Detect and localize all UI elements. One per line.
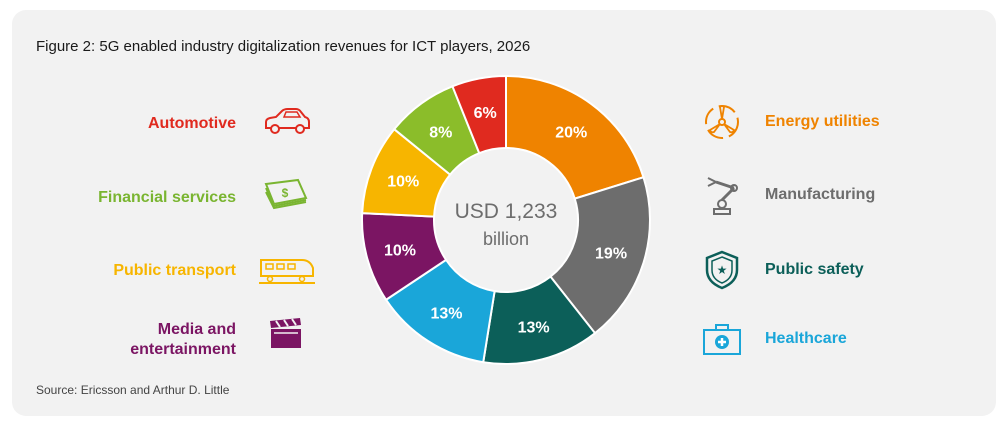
donut-slice-automotive	[451, 74, 507, 155]
slice-value-label: 13%	[518, 319, 550, 336]
slice-value-label: 10%	[384, 242, 416, 259]
wind-turbine-icon	[705, 105, 739, 139]
label-healthcare: Healthcare	[765, 330, 847, 347]
slice-value-label: 20%	[555, 124, 587, 141]
source-note: Source: Ericsson and Arthur D. Little	[36, 383, 230, 397]
label-public-safety: Public safety	[765, 261, 864, 278]
slice-value-label: 19%	[595, 246, 627, 263]
car-icon	[265, 108, 310, 134]
slice-value-label: 6%	[474, 105, 497, 122]
label-manufacturing: Manufacturing	[765, 186, 876, 203]
slice-value-label: 8%	[429, 124, 452, 141]
label-media-entertainment: Media and entertainment	[130, 321, 236, 358]
label-energy-utilities: Energy utilities	[765, 113, 880, 130]
label-public-transport: Public transport	[113, 262, 236, 279]
donut-slice-manufacturing	[549, 175, 651, 335]
svg-text:★: ★	[717, 263, 728, 277]
label-automotive: Automotive	[148, 115, 236, 132]
medical-kit-icon	[703, 324, 741, 355]
train-icon	[259, 259, 315, 284]
center-total-unit: billion	[483, 229, 529, 249]
donut-slice-energy-utilities	[505, 74, 645, 200]
slice-value-label: 10%	[387, 174, 419, 191]
svg-text:$: $	[282, 186, 289, 200]
shield-icon: ★	[705, 250, 739, 290]
figure-title: Figure 2: 5G enabled industry digitaliza…	[36, 38, 531, 55]
robot-arm-icon	[707, 177, 738, 215]
clapperboard-icon	[270, 318, 301, 348]
center-total-value: USD 1,233	[455, 200, 558, 223]
slice-value-label: 13%	[431, 306, 463, 323]
money-stack-icon: $	[264, 178, 308, 210]
label-financial-services: Financial services	[98, 189, 236, 206]
